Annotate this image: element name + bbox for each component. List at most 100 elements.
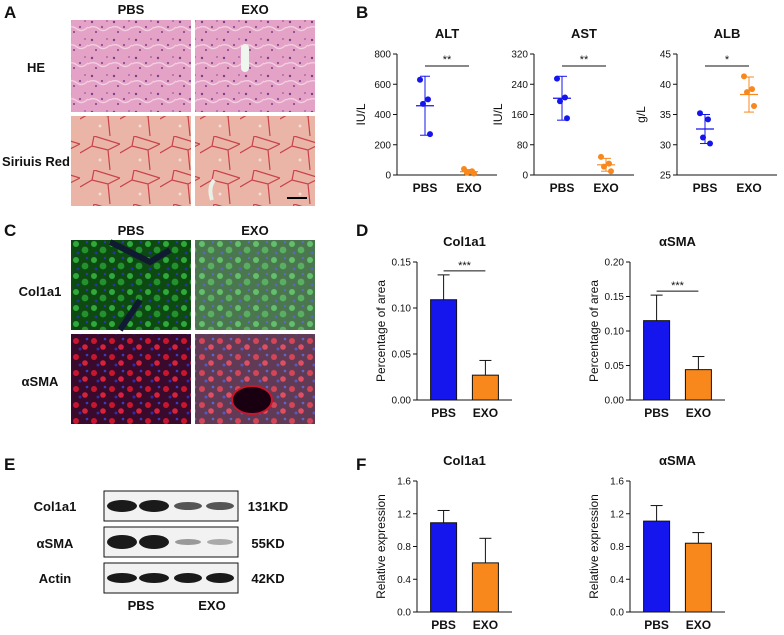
y-tick-label: 0.8 xyxy=(610,542,624,553)
sirius-exo-image xyxy=(195,116,315,206)
chart-title: ALB xyxy=(714,26,741,41)
y-tick-label: 0.4 xyxy=(397,575,411,586)
significance-marker: *** xyxy=(671,280,685,292)
panel-label-b: B xyxy=(356,3,368,22)
data-point-exo xyxy=(606,160,612,167)
wb-size-asma: 55KD xyxy=(251,536,284,551)
panel-c-immunofluorescence: PBS EXO Col1a1 αSMA xyxy=(19,223,315,424)
y-tick-label: 40 xyxy=(660,80,672,91)
panel-label-c: C xyxy=(4,221,16,240)
bar-pbs xyxy=(430,522,458,613)
y-tick-label: 200 xyxy=(374,140,391,151)
a-row-he: HE xyxy=(27,60,45,75)
chart-d-asma: αSMA Percentage of area 0.00 0.05 0.10 0.15 0.… xyxy=(587,234,725,420)
y-tick-label: 0.15 xyxy=(605,292,625,303)
data-point-exo xyxy=(741,73,747,80)
chart-f-col1a1: Col1a1 Relative expression 0.0 0.4 0.8 1.2 1.6… xyxy=(374,453,512,632)
bar-exo xyxy=(684,369,712,401)
wb-band xyxy=(174,573,202,583)
c-row-col1a1: Col1a1 xyxy=(19,284,62,299)
y-tick-label: 30 xyxy=(660,140,672,151)
chart-title: αSMA xyxy=(659,453,696,468)
x-category-label: PBS xyxy=(644,406,669,420)
panel-label-e: E xyxy=(4,455,15,474)
x-category-label: EXO xyxy=(593,181,618,195)
wb-band xyxy=(107,573,137,583)
chart-b-ast: AST IU/L 0 80 160 240 320 PBS EXO ** xyxy=(491,26,634,195)
x-category-label: PBS xyxy=(431,406,456,420)
x-category-label: PBS xyxy=(550,181,575,195)
x-category-label: PBS xyxy=(693,181,718,195)
y-tick-label: 0.8 xyxy=(397,542,411,553)
asma-pbs-image xyxy=(71,334,191,424)
y-axis-label: IU/L xyxy=(354,103,368,125)
y-axis-label: Percentage of area xyxy=(587,280,601,382)
wb-band xyxy=(139,573,169,583)
y-tick-label: 45 xyxy=(660,50,672,61)
y-tick-label: 0 xyxy=(385,171,391,182)
y-axis-label: g/L xyxy=(634,106,648,123)
chart-d-col1a1: Col1a1 Percentage of area 0.00 0.05 0.10 0.15… xyxy=(374,234,512,420)
data-point-pbs xyxy=(427,131,433,138)
a-row-sirius: Siriuis Red xyxy=(2,154,70,169)
wb-band xyxy=(139,500,169,512)
he-pbs-image xyxy=(71,20,191,112)
bar-pbs xyxy=(643,520,671,613)
y-axis-label: Relative expression xyxy=(374,494,388,599)
x-category-label: PBS xyxy=(644,618,669,632)
panel-a-histology: PBS EXO HE Siriuis Red xyxy=(2,2,315,206)
col1a1-exo-image xyxy=(195,240,315,330)
data-point-pbs xyxy=(705,116,711,123)
y-tick-label: 0.05 xyxy=(605,361,625,372)
data-point-exo xyxy=(749,86,755,93)
y-axis-label: IU/L xyxy=(491,103,505,125)
y-tick-label: 1.6 xyxy=(610,477,624,488)
significance-marker: *** xyxy=(458,260,472,272)
wb-band xyxy=(107,535,137,549)
y-tick-label: 0.00 xyxy=(605,396,625,407)
he-exo-vessel xyxy=(241,44,249,72)
a-column-pbs: PBS xyxy=(118,2,145,17)
y-tick-label: 1.2 xyxy=(397,509,411,520)
wb-band xyxy=(174,502,202,510)
y-tick-label: 1.6 xyxy=(397,477,411,488)
data-point-pbs xyxy=(562,94,568,101)
wb-band xyxy=(139,535,169,549)
x-category-label: EXO xyxy=(686,618,711,632)
x-category-label: PBS xyxy=(413,181,438,195)
chart-title: ALT xyxy=(435,26,459,41)
charts-layer: ALT IU/L 0 200 400 600 800 PBS EXO ** AST IU/L 0 80 16… xyxy=(354,26,777,632)
chart-b-alt: ALT IU/L 0 200 400 600 800 PBS EXO ** xyxy=(354,26,497,195)
data-point-exo xyxy=(598,153,604,160)
bar-exo xyxy=(471,562,499,613)
y-tick-label: 0.00 xyxy=(392,396,412,407)
chart-b-alb: ALB g/L 25 30 35 40 45 PBS EXO * xyxy=(634,26,777,195)
wb-band xyxy=(175,539,201,545)
bar-exo xyxy=(684,542,712,613)
data-point-pbs xyxy=(554,75,560,82)
y-tick-label: 800 xyxy=(374,50,391,61)
panel-e-western-blot: Col1a1 αSMA Actin 131KD 55KD 42KD PBS EX… xyxy=(34,490,288,613)
y-tick-label: 240 xyxy=(511,80,528,91)
data-point-pbs xyxy=(425,96,431,103)
sirius-exo-vessel xyxy=(208,178,216,201)
y-tick-label: 1.2 xyxy=(610,509,624,520)
sirius-pbs-image xyxy=(71,116,191,206)
chart-title: Col1a1 xyxy=(443,453,486,468)
y-axis-label: Relative expression xyxy=(587,494,601,599)
y-tick-label: 0.4 xyxy=(610,575,624,586)
c-row-asma: αSMA xyxy=(22,374,59,389)
x-category-label: EXO xyxy=(686,406,711,420)
wb-group-pbs: PBS xyxy=(128,598,155,613)
significance-marker: ** xyxy=(580,54,589,66)
data-point-exo xyxy=(751,103,757,110)
panel-label-d: D xyxy=(356,221,368,240)
y-tick-label: 160 xyxy=(511,110,528,121)
he-exo-image xyxy=(195,20,315,112)
y-tick-label: 0.0 xyxy=(610,608,624,619)
significance-marker: * xyxy=(725,54,730,66)
c-column-exo: EXO xyxy=(241,223,268,238)
y-tick-label: 0.05 xyxy=(392,350,412,361)
panel-label-a: A xyxy=(4,3,16,22)
a-column-exo: EXO xyxy=(241,2,268,17)
